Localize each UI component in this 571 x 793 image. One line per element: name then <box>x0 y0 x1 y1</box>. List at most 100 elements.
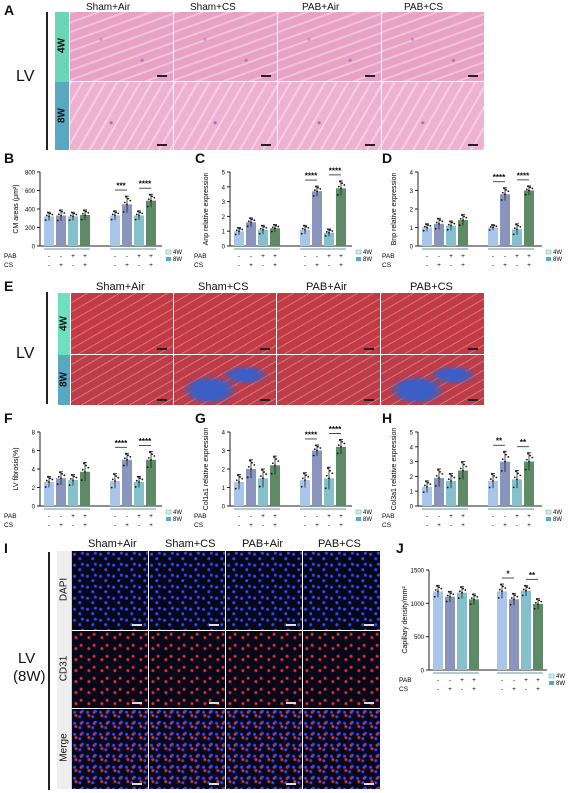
pab-sign: + <box>71 253 75 260</box>
cs-sign: + <box>448 686 452 693</box>
data-point <box>459 467 462 470</box>
data-point <box>250 468 252 470</box>
row-label-4w-e: 4W <box>58 316 70 331</box>
data-point <box>134 486 137 488</box>
data-point <box>59 209 61 212</box>
bar <box>258 229 268 246</box>
col-header-e-4: PAB+CS <box>410 281 453 293</box>
bar <box>80 215 90 246</box>
bar <box>524 461 534 506</box>
data-point <box>328 477 330 480</box>
y-tick-label: 600 <box>25 189 36 195</box>
scale-bar <box>157 75 167 77</box>
cs-sign: + <box>315 522 319 529</box>
data-point <box>426 226 428 229</box>
cs-sign: + <box>249 522 253 529</box>
row-label-cd31: CD31 <box>58 655 70 682</box>
data-point <box>251 461 253 464</box>
data-point <box>68 219 71 222</box>
bar <box>445 596 455 670</box>
data-point <box>533 607 536 610</box>
scale-bar <box>209 702 219 704</box>
data-point <box>325 474 328 477</box>
row-label-pab: PAB <box>382 513 395 520</box>
data-point <box>439 470 441 473</box>
bracket-line-i <box>48 552 50 790</box>
bar <box>80 471 90 506</box>
data-point <box>505 188 507 191</box>
data-point <box>525 589 527 592</box>
data-point <box>464 589 467 591</box>
data-point <box>319 188 322 190</box>
pab-sign: - <box>238 253 240 260</box>
data-point <box>75 476 78 479</box>
cs-sign: + <box>527 262 531 269</box>
cd31-image <box>72 631 148 708</box>
data-point <box>270 230 273 233</box>
y-tick-label: 4 <box>222 185 226 191</box>
data-point <box>73 212 75 215</box>
row-label-cs: CS <box>399 686 409 693</box>
data-point <box>488 229 491 231</box>
data-point <box>501 458 504 461</box>
data-point <box>500 470 503 472</box>
bar <box>422 227 432 246</box>
data-point <box>305 474 307 477</box>
data-point <box>327 228 329 231</box>
data-point <box>472 593 474 596</box>
data-point <box>449 595 451 598</box>
data-point <box>84 214 86 216</box>
pab-sign: - <box>438 513 440 520</box>
data-point <box>446 486 449 489</box>
data-point <box>69 214 72 217</box>
data-point <box>44 219 47 222</box>
data-point <box>71 211 73 214</box>
y-axis-label: CM areas (μm²) <box>13 184 20 233</box>
data-point <box>63 474 66 477</box>
cs-sign: - <box>304 262 306 269</box>
pab-sign: + <box>536 677 540 684</box>
cs-sign: - <box>328 262 330 269</box>
col-header-i-1: Sham+Air <box>88 538 137 550</box>
cs-sign: - <box>525 686 527 693</box>
cs-sign: + <box>512 686 516 693</box>
data-point <box>440 587 443 590</box>
cs-sign: + <box>339 262 343 269</box>
cd31-image <box>149 631 225 708</box>
data-point <box>448 590 450 593</box>
data-point <box>513 476 516 479</box>
data-point <box>341 440 343 443</box>
data-point <box>235 229 238 232</box>
data-point <box>423 225 426 228</box>
data-point <box>262 477 264 480</box>
row-label-pab: PAB <box>194 253 207 260</box>
data-point <box>529 186 531 189</box>
row-label-pab: PAB <box>194 513 207 520</box>
pab-sign: + <box>83 513 87 520</box>
row-strip-4w-e <box>58 293 70 355</box>
region-label-lv-e: LV <box>16 345 35 362</box>
significance-label: *** <box>116 182 126 191</box>
data-point <box>234 487 237 490</box>
legend-label-4w: 4W <box>363 250 372 256</box>
data-point <box>273 224 275 226</box>
data-point <box>135 213 138 216</box>
data-point <box>60 214 62 217</box>
merge-image <box>303 709 380 789</box>
bar <box>509 599 519 670</box>
data-point <box>316 190 318 193</box>
data-point <box>277 460 280 463</box>
scale-bar <box>286 624 296 626</box>
data-point <box>85 464 87 467</box>
y-tick-label: 3 <box>222 200 226 206</box>
data-point <box>510 597 513 599</box>
cd31-image <box>303 631 380 708</box>
data-point <box>275 224 277 227</box>
data-point <box>111 478 114 481</box>
bar <box>68 480 78 506</box>
bar <box>533 604 543 670</box>
panel-letter-f: F <box>4 410 13 426</box>
pab-sign: + <box>339 513 343 520</box>
pab-sign: + <box>449 513 453 520</box>
